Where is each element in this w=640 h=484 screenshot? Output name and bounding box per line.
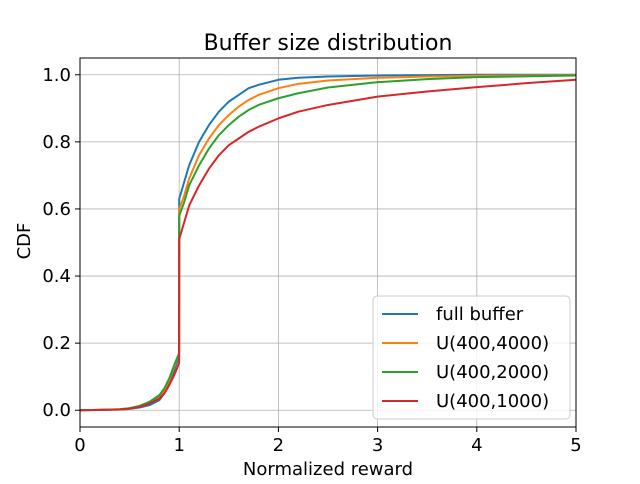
y-tick-label-5: 1.0 (42, 65, 71, 86)
legend-box (372, 295, 571, 420)
series-line-1 (79, 73, 576, 412)
x-tick-label-1: 1 (173, 435, 184, 456)
x-tick-label-2: 2 (273, 435, 284, 456)
legend: full buffer U(400,4000) U(400,2000) U(400,1… (372, 295, 571, 420)
y-tick-label-0: 0.0 (42, 400, 71, 421)
legend-label-4: U(400,1000) (436, 391, 549, 412)
y-tick-label-1: 0.2 (42, 333, 71, 354)
axis-ticks: 0 1 2 3 4 5 0.0 0.2 0.4 0.6 0.8 1.0 (42, 65, 581, 456)
series-line-4 (79, 78, 577, 412)
series-line-3 (79, 74, 577, 412)
y-tick-label-4: 0.8 (42, 132, 71, 153)
x-tick-label-4: 4 (471, 435, 482, 456)
x-tick-label-5: 5 (570, 435, 581, 456)
x-axis-label: Normalized reward (243, 459, 413, 480)
legend-label-3: U(400,2000) (436, 362, 549, 383)
x-tick-label-3: 3 (372, 435, 383, 456)
plot-frame (79, 57, 577, 428)
x-tick-label-0: 0 (74, 435, 85, 456)
y-tick-label-2: 0.4 (42, 266, 71, 287)
series-lines (79, 73, 577, 412)
legend-label-1: full buffer (436, 304, 524, 325)
y-tick-label-3: 0.6 (42, 199, 71, 220)
legend-label-2: U(400,4000) (436, 333, 549, 354)
chart-title: Buffer size distribution (204, 31, 453, 56)
y-axis-label: CDF (14, 223, 35, 260)
